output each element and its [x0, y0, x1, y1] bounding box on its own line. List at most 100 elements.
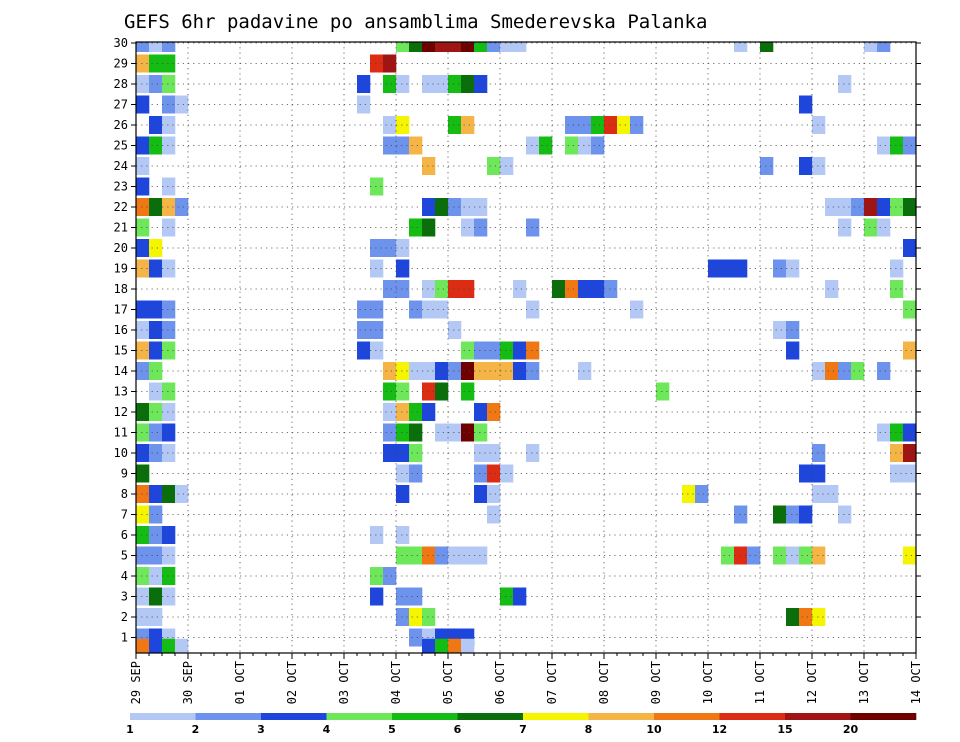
heatmap-cell [396, 587, 410, 606]
heatmap-cell [422, 382, 436, 401]
heatmap-cell [422, 198, 436, 216]
heatmap-cell [396, 280, 410, 298]
heatmap-cell [604, 116, 618, 134]
heatmap-cell [149, 567, 163, 585]
heatmap-cell [903, 546, 917, 565]
heatmap-cell [136, 177, 150, 196]
heatmap-cell [422, 403, 436, 421]
heatmap-cell [890, 136, 904, 155]
heatmap-cell [136, 136, 150, 155]
heatmap-cell [760, 42, 774, 52]
heatmap-cell [162, 300, 176, 319]
heatmap-cell [409, 628, 423, 647]
y-tick-label: 1 [121, 631, 128, 645]
heatmap-cell [162, 403, 176, 421]
colorbar-label: 3 [257, 723, 265, 736]
colorbar-segment [654, 713, 720, 720]
heatmap-cell [903, 464, 917, 483]
heatmap-cell [149, 259, 163, 278]
heatmap-cell [136, 608, 150, 626]
heatmap-cell [422, 300, 436, 319]
heatmap-cell [487, 362, 501, 380]
heatmap-cell [539, 136, 553, 155]
colorbar-label: 10 [646, 723, 662, 736]
heatmap-cell [370, 321, 384, 339]
heatmap-cell [162, 546, 176, 565]
x-tick-label: 13 OCT [857, 661, 871, 704]
heatmap-cell [773, 259, 787, 278]
heatmap-cell [500, 341, 514, 360]
heatmap-cell [370, 341, 384, 360]
heatmap-cell [864, 198, 878, 216]
y-tick-label: 23 [114, 180, 128, 194]
heatmap-cell [500, 587, 514, 606]
heatmap-cell [474, 341, 488, 360]
heatmap-cell [877, 362, 891, 380]
heatmap-cell [396, 485, 410, 503]
heatmap-cell [877, 136, 891, 155]
heatmap-cell [526, 341, 540, 360]
heatmap-cell [162, 198, 176, 216]
heatmap-cell [448, 42, 462, 52]
heatmap-cell [630, 300, 644, 319]
heatmap-cell [461, 75, 475, 93]
heatmap-cell [448, 546, 462, 565]
heatmap-cell [903, 444, 917, 462]
heatmap-cell [149, 300, 163, 319]
heatmap-cell [383, 567, 397, 585]
y-tick-label: 21 [114, 221, 128, 235]
heatmap-cell [500, 362, 514, 380]
y-tick-label: 6 [121, 528, 128, 542]
x-tick-label: 05 OCT [441, 661, 455, 704]
heatmap-cell [721, 546, 735, 565]
heatmap-cell [578, 362, 592, 380]
heatmap-cell [734, 505, 748, 524]
heatmap-cell [435, 280, 449, 298]
heatmap-cell [396, 259, 410, 278]
heatmap-cell [500, 464, 514, 483]
heatmap-cell [812, 157, 826, 175]
heatmap-cell [461, 218, 475, 237]
heatmap-cell [526, 136, 540, 155]
heatmap-cell [487, 42, 501, 52]
heatmap-cell [422, 42, 436, 52]
heatmap-cell [487, 485, 501, 503]
heatmap-cell [162, 321, 176, 339]
heatmap-cell [149, 546, 163, 565]
heatmap-cell [474, 42, 488, 52]
y-tick-label: 26 [114, 118, 128, 132]
heatmap-cell [513, 341, 527, 360]
heatmap-cell [175, 95, 189, 114]
heatmap-cell [162, 341, 176, 360]
heatmap-cell [422, 280, 436, 298]
y-tick-label: 4 [121, 569, 128, 583]
heatmap-cell [617, 116, 631, 134]
heatmap-cell [851, 362, 865, 380]
heatmap-cell [591, 136, 605, 155]
colorbar-label: 6 [454, 723, 462, 736]
heatmap-cell [890, 198, 904, 216]
heatmap-cell [383, 54, 397, 73]
heatmap-cell [136, 341, 150, 360]
heatmap-cell [890, 444, 904, 462]
heatmap-cell [136, 259, 150, 278]
heatmap-cell [734, 259, 748, 278]
y-tick-label: 10 [114, 446, 128, 460]
heatmap-cell [474, 546, 488, 565]
heatmap-cell [383, 116, 397, 134]
heatmap-cell [825, 198, 839, 216]
heatmap-cell [812, 444, 826, 462]
chart-title: GEFS 6hr padavine po ansamblima Smederev… [124, 11, 707, 33]
heatmap-cell [526, 444, 540, 462]
heatmap-cell [786, 259, 800, 278]
heatmap-cell [396, 136, 410, 155]
heatmap-cell [903, 136, 917, 155]
heatmap-cell [149, 341, 163, 360]
heatmap-cell [591, 116, 605, 134]
x-tick-label: 02 OCT [285, 661, 299, 704]
x-tick-label: 11 OCT [753, 661, 767, 704]
heatmap-cell [149, 382, 163, 401]
heatmap-cell [812, 608, 826, 626]
heatmap-cell [461, 423, 475, 442]
